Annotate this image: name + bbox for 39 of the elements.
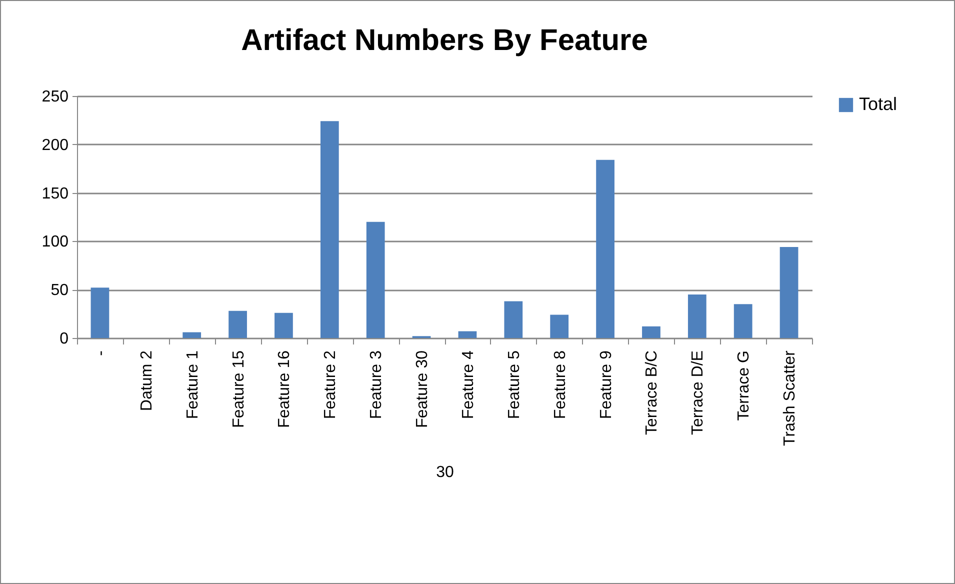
- bar: [550, 314, 569, 338]
- bar: [734, 304, 752, 338]
- x-tick-label: Terrace B/C: [644, 350, 661, 435]
- bar: [780, 247, 798, 338]
- x-tick-label: Datum 2: [138, 350, 156, 411]
- x-axis-title: 30: [436, 464, 454, 481]
- bar: [228, 310, 247, 338]
- x-tick-label: Feature 5: [506, 350, 523, 419]
- bar: [320, 121, 339, 338]
- chart-title: Artifact Numbers By Feature: [241, 24, 648, 57]
- bar: [688, 294, 706, 338]
- bar: [642, 326, 660, 338]
- y-tick-label: 200: [42, 136, 69, 154]
- y-tick-label: 150: [42, 185, 69, 202]
- x-tick-label: Feature 8: [552, 350, 569, 419]
- x-tick-label: Feature 2: [322, 350, 340, 419]
- x-tick-label: Feature 9: [598, 350, 615, 419]
- x-tick-label: Feature 16: [276, 350, 294, 428]
- y-tick-label: 250: [42, 88, 69, 106]
- bar: [274, 312, 293, 338]
- x-tick-label: Feature 15: [230, 350, 248, 428]
- bar: [504, 301, 523, 338]
- x-tick-label: -: [92, 350, 110, 356]
- bar: [182, 332, 202, 338]
- bar: [366, 222, 385, 338]
- x-tick-label: Feature 4: [460, 350, 477, 419]
- x-tick-label: Terrace G: [736, 350, 753, 421]
- y-tick-label: 0: [60, 330, 69, 348]
- y-tick-label: 100: [42, 234, 69, 251]
- x-tick-label: Feature 3: [368, 350, 386, 419]
- bar: [596, 160, 614, 338]
- x-tick-label: Feature 1: [184, 350, 202, 419]
- y-tick-label: 50: [50, 282, 69, 300]
- x-tick-label: Feature 30: [414, 350, 432, 428]
- bar: [458, 331, 477, 338]
- legend-label: Total: [859, 94, 898, 114]
- x-tick-label: Trash Scatter: [782, 350, 799, 446]
- x-tick-label: Terrace D/E: [690, 350, 707, 435]
- bar: [90, 288, 110, 338]
